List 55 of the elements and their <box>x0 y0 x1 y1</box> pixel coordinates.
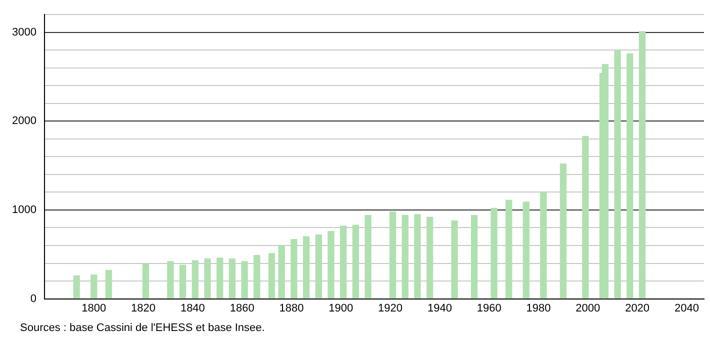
bar <box>451 220 458 299</box>
bar <box>560 163 567 299</box>
bar <box>290 238 298 299</box>
bar <box>426 216 434 299</box>
bar <box>389 211 396 299</box>
bar <box>490 208 498 299</box>
bar <box>268 253 276 299</box>
bar <box>254 254 260 299</box>
bar <box>192 260 198 299</box>
x-tick-label: 1880 <box>279 302 304 314</box>
x-tick-label: 1920 <box>378 302 403 314</box>
bar <box>638 31 646 299</box>
x-tick-label: 1980 <box>526 302 551 314</box>
bar <box>90 274 98 299</box>
y-tick-label: 3000 <box>12 26 36 38</box>
x-tick-label: 2040 <box>674 302 699 314</box>
bar <box>228 258 236 299</box>
bar <box>216 258 224 299</box>
bar <box>602 64 609 299</box>
x-tick-label: 1860 <box>230 302 254 314</box>
bar <box>204 258 211 299</box>
y-tick-label: 2000 <box>12 115 36 128</box>
x-tick-label: 1900 <box>328 302 354 314</box>
bar <box>402 214 408 299</box>
y-tick-label: 1000 <box>12 204 36 216</box>
bar <box>328 230 334 299</box>
bar <box>470 214 478 299</box>
x-tick-label: 1840 <box>180 302 205 314</box>
bar <box>241 261 248 299</box>
bar <box>167 261 174 299</box>
bar <box>278 245 285 299</box>
bar <box>352 224 360 299</box>
bar <box>540 192 547 299</box>
bar <box>340 226 347 299</box>
y-tick-label: 0 <box>30 292 36 305</box>
x-tick-label: 1940 <box>427 302 452 314</box>
bar <box>315 234 322 299</box>
bar <box>364 214 372 299</box>
x-tick-label: 1800 <box>82 302 106 314</box>
bar <box>614 50 621 299</box>
bar <box>414 214 421 299</box>
source-note: Sources : base Cassini de l'EHESS et base Insee. <box>20 322 265 334</box>
x-tick-label: 2020 <box>625 302 650 314</box>
bar <box>582 136 589 299</box>
bar <box>626 53 634 299</box>
bar <box>73 275 80 299</box>
bar <box>179 264 186 299</box>
bar <box>142 264 150 299</box>
x-tick-label: 1820 <box>131 302 156 314</box>
bar <box>506 200 512 299</box>
bar <box>522 202 530 299</box>
x-tick-label: 2000 <box>576 302 600 314</box>
bar <box>302 236 310 299</box>
bar <box>105 270 112 299</box>
x-tick-label: 1960 <box>476 302 502 314</box>
